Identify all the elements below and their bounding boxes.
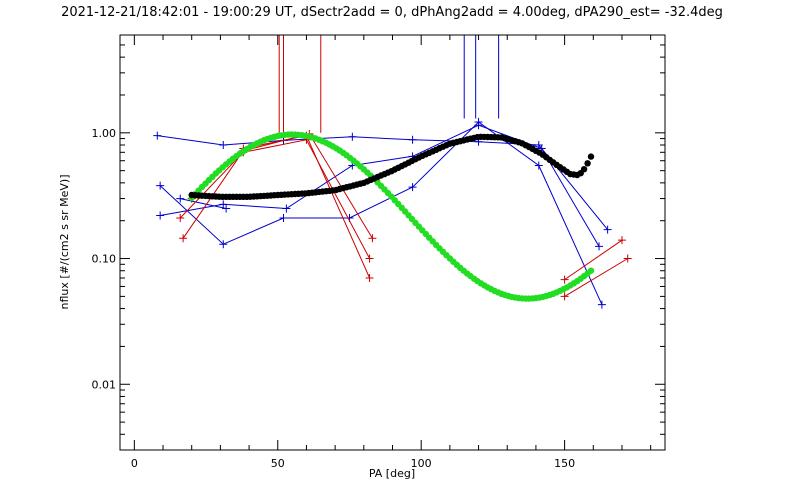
plus-marker [534,161,543,170]
blue-line [160,124,600,247]
green-fit-curve [188,131,595,302]
red-line [564,239,623,281]
plot-content [153,35,632,309]
plus-marker [474,121,483,130]
plus-marker [153,131,162,140]
plus-marker [348,132,357,141]
y-axis: 0.01 0.10 1.00 [92,34,665,451]
plus-marker [156,181,165,190]
green-fit-point [587,267,595,274]
plus-marker [176,214,185,223]
plus-marker [560,275,569,284]
blue-line [159,121,603,305]
x-tick-label: 50 [271,457,285,470]
x-axis-label: PA [deg] [369,467,415,480]
plus-marker [219,141,228,150]
black-fit-point [580,166,588,173]
x-tick-label: 150 [554,457,575,470]
plus-marker [595,242,604,251]
plus-marker [365,274,374,283]
y-tick-label: 0.10 [92,253,117,266]
blue-series [156,117,606,309]
plus-marker [623,254,632,263]
y-tick-label: 1.00 [92,127,117,140]
plus-marker [176,194,185,203]
blue-series [153,131,612,234]
plus-marker [179,234,188,243]
plus-marker [617,236,626,245]
plus-marker [408,183,417,192]
plus-marker [368,234,377,243]
plus-marker [597,300,606,309]
x-tick-label: 100 [411,457,432,470]
red-series [560,254,632,301]
black-fit-point [587,153,595,160]
blue-series [176,194,231,213]
plus-marker [222,204,231,213]
plus-marker [408,135,417,144]
y-tick-label: 0.01 [92,378,117,391]
black-fit-curve [188,133,595,200]
plus-marker [282,204,291,213]
plus-marker [560,292,569,301]
chart-title: 2021-12-21/18:42:01 - 19:00:29 UT, dSect… [61,5,723,20]
blue-line [180,198,227,209]
red-line [564,258,628,297]
plus-marker [219,240,228,249]
red-line [179,139,371,259]
plus-marker [603,225,612,234]
plot-frame [119,34,666,451]
x-tick-label: 0 [131,457,138,470]
plus-marker [365,254,374,263]
x-axis: 0 50 100 150 [131,35,652,470]
plus-marker [219,200,228,209]
plus-marker [156,211,165,220]
red-series [560,236,626,284]
y-axis-label: nflux [#/(cm2 s sr MeV)] [58,175,71,310]
plus-marker [279,214,288,223]
black-fit-point [584,160,591,167]
